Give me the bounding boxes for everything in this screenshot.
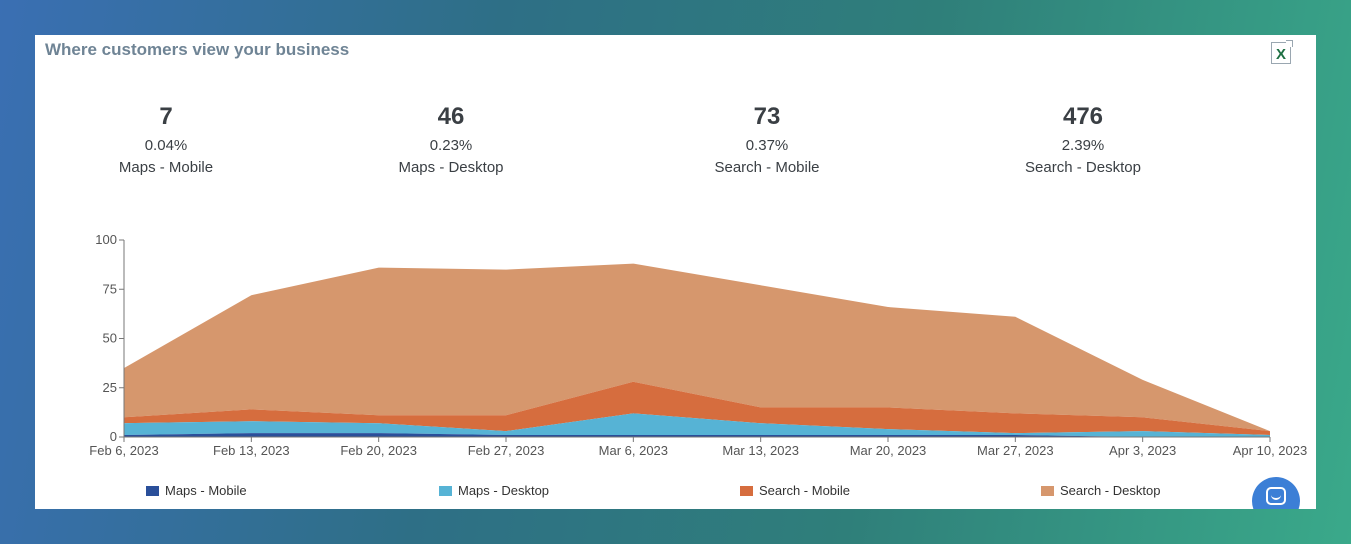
y-tick-label: 50	[103, 331, 117, 346]
excel-export-label: X	[1275, 46, 1286, 63]
x-tick-label: Feb 20, 2023	[340, 443, 417, 458]
y-tick-label: 25	[103, 380, 117, 395]
x-tick-label: Feb 6, 2023	[89, 443, 158, 458]
legend-label: Search - Mobile	[759, 483, 851, 498]
series-area-search-desktop[interactable]	[124, 263, 1270, 432]
stat-label: Search - Mobile	[714, 159, 820, 176]
stat-percent: 0.04%	[144, 137, 188, 154]
x-tick-label: Feb 27, 2023	[468, 443, 545, 458]
x-tick-label: Apr 3, 2023	[1109, 443, 1176, 458]
stat-percent: 2.39%	[1061, 137, 1105, 154]
excel-export-icon[interactable]: X	[1271, 40, 1293, 64]
x-tick-label: Mar 6, 2023	[599, 443, 668, 458]
legend-swatch	[146, 485, 159, 496]
stat-percent: 0.37%	[745, 137, 789, 154]
x-tick-label: Feb 13, 2023	[213, 443, 290, 458]
stat-label: Search - Desktop	[1025, 159, 1141, 176]
legend-maps-desktop[interactable]: Maps - Desktop	[439, 483, 549, 498]
y-tick-label: 0	[110, 429, 117, 444]
area-chart: 0 25 50 75 100 Feb 6, 2023 Feb 13, 2023 Feb 20,…	[89, 232, 1307, 458]
legend-label: Maps - Mobile	[165, 483, 247, 498]
stat-value: 7	[159, 103, 173, 130]
stat-percent: 0.23%	[429, 137, 473, 154]
stat-maps-desktop: 46 0.23% Maps - Desktop	[351, 101, 551, 179]
stat-label: Maps - Mobile	[118, 159, 214, 176]
x-tick-label: Apr 10, 2023	[1233, 443, 1307, 458]
stat-maps-mobile: 7 0.04% Maps - Mobile	[66, 101, 266, 179]
chat-button[interactable]	[1252, 477, 1300, 509]
legend-search-desktop[interactable]: Search - Desktop	[1041, 483, 1160, 498]
series-area-maps-mobile[interactable]	[124, 433, 1270, 437]
y-tick-label: 75	[103, 281, 117, 296]
stat-search-desktop: 476 2.39% Search - Desktop	[983, 101, 1183, 179]
chat-bubble-icon	[1266, 487, 1286, 505]
legend-swatch	[1041, 485, 1054, 496]
stat-value: 46	[437, 103, 465, 130]
legend-search-mobile[interactable]: Search - Mobile	[740, 483, 850, 498]
stat-value: 476	[1062, 103, 1104, 130]
legend-label: Maps - Desktop	[458, 483, 550, 498]
legend-maps-mobile[interactable]: Maps - Mobile	[146, 483, 247, 498]
card-title: Where customers view your business	[45, 40, 350, 59]
chart-card: Where customers view your business X 7 0…	[35, 35, 1316, 509]
stat-value: 73	[753, 103, 781, 130]
x-tick-label: Mar 27, 2023	[977, 443, 1054, 458]
series-area-maps-desktop[interactable]	[124, 413, 1270, 437]
legend-swatch	[740, 485, 753, 496]
series-area-search-mobile[interactable]	[124, 381, 1270, 435]
x-tick-label: Mar 13, 2023	[722, 443, 799, 458]
y-tick-label: 100	[95, 232, 117, 247]
stat-search-mobile: 73 0.37% Search - Mobile	[667, 101, 867, 179]
legend-label: Search - Desktop	[1060, 483, 1161, 498]
x-tick-label: Mar 20, 2023	[850, 443, 927, 458]
stat-label: Maps - Desktop	[398, 159, 504, 176]
legend-swatch	[439, 485, 452, 496]
